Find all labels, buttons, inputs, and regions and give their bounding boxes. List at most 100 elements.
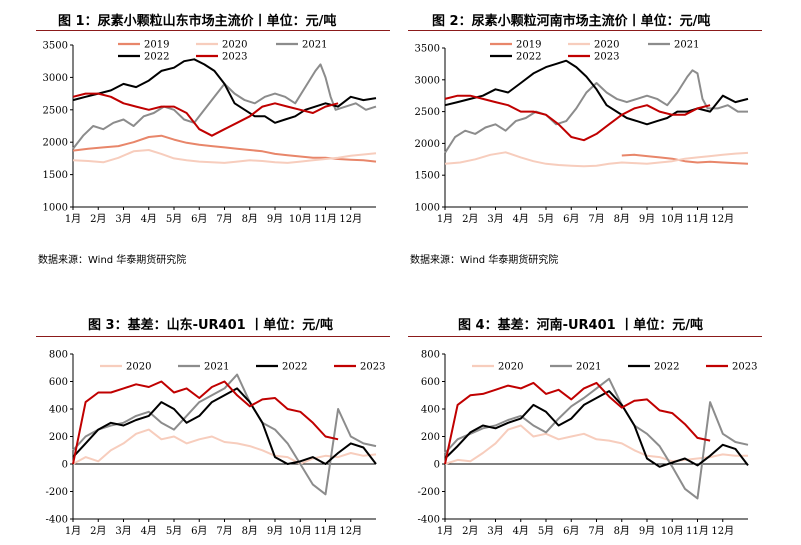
chart-4-legend-label-2021: 2021 bbox=[576, 362, 601, 373]
chart-4-series-2020-line bbox=[444, 424, 748, 465]
chart-1-series-2021-line bbox=[72, 63, 377, 150]
chart-3-ytick-label: 800 bbox=[49, 350, 68, 361]
chart-1-xtick-label: 2月 bbox=[90, 213, 106, 225]
chart-4-xtick-label: 2月 bbox=[462, 525, 478, 537]
chart-2-ytick-label: 1000 bbox=[415, 203, 440, 214]
chart-3-xtick-label: 8月 bbox=[242, 525, 258, 537]
chart-1-series-2020-line bbox=[72, 149, 377, 164]
chart-4-title: 图 4：基差：河南-UR401 丨单位：元/吨 bbox=[458, 318, 703, 333]
chart-2-xtick-label: 1月 bbox=[437, 213, 453, 225]
chart-2: 1000 1500 2000 2500 3000 3500 1月 2月 3月 4月 5月 6月 7月 8月… bbox=[415, 40, 749, 225]
chart-2-xtick-label: 7月 bbox=[588, 213, 604, 225]
chart-3-xtick-label: 12月 bbox=[339, 525, 362, 537]
chart-3-legend-label-2021: 2021 bbox=[204, 362, 229, 373]
chart-2-series-2023-line bbox=[444, 94, 711, 142]
chart-1-xtick-label: 5月 bbox=[166, 213, 182, 225]
chart-4-series-2022-line bbox=[444, 390, 749, 468]
chart-4-xtick-label: 9月 bbox=[639, 525, 655, 537]
chart-3-legend-label-2020: 2020 bbox=[126, 362, 151, 373]
chart-2-legend-label-2019: 2019 bbox=[516, 40, 541, 51]
chart-1-legend-label-2020: 2020 bbox=[222, 40, 247, 51]
chart-1-ytick-label: 3000 bbox=[43, 73, 68, 84]
chart-4-xtick-label: 4月 bbox=[513, 525, 529, 537]
chart-1-legend-label-2021: 2021 bbox=[302, 40, 327, 51]
chart-1-xtick-label: 4月 bbox=[141, 213, 157, 225]
chart-1-series-2023-line bbox=[72, 92, 339, 137]
chart-2-xtick-label: 8月 bbox=[614, 213, 630, 225]
chart-3-xtick-label: 6月 bbox=[191, 525, 207, 537]
chart-1-legend-label-2019: 2019 bbox=[144, 40, 169, 51]
chart-4-xtick-label: 7月 bbox=[588, 525, 604, 537]
chart-3-xtick-label: 3月 bbox=[115, 525, 131, 537]
chart-2-ytick-label: 3000 bbox=[415, 75, 440, 86]
chart-3-ytick-label: -200 bbox=[46, 487, 68, 498]
chart-3-legend-label-2023: 2023 bbox=[360, 362, 385, 373]
chart-2-ytick-label: 3500 bbox=[415, 44, 440, 55]
chart-2-xtick-label: 5月 bbox=[538, 213, 554, 225]
chart-3-ytick-label: 600 bbox=[49, 377, 68, 388]
chart-2-title-rule bbox=[408, 30, 762, 31]
chart-1-xtick-label: 10月 bbox=[289, 213, 312, 225]
chart-3-legend-label-2022: 2022 bbox=[282, 362, 307, 373]
chart-1-legend-label-2022: 2022 bbox=[144, 52, 169, 63]
chart-2-series-2020-line bbox=[444, 151, 749, 168]
chart-1-title-rule bbox=[36, 30, 390, 31]
chart-1-title: 图 1：尿素小颗粒山东市场主流价丨单位：元/吨 bbox=[58, 14, 337, 29]
chart-1-source: 数据来源：Wind 华泰期货研究院 bbox=[38, 255, 187, 266]
chart-2-source: 数据来源：Wind 华泰期货研究院 bbox=[410, 255, 559, 266]
chart-4-ytick-label: 800 bbox=[421, 350, 440, 361]
chart-1-ytick-label: 3500 bbox=[43, 41, 68, 52]
chart-3-series-2023-line bbox=[72, 380, 339, 465]
chart-4-ytick-label: 200 bbox=[421, 432, 440, 443]
chart-4-ytick-label: -400 bbox=[418, 515, 440, 526]
chart-3-ytick-label: -400 bbox=[46, 515, 68, 526]
chart-2-legend-label-2020: 2020 bbox=[594, 40, 619, 51]
chart-3-ytick-label: 200 bbox=[49, 432, 68, 443]
chart-4-ytick-label: 0 bbox=[434, 460, 440, 471]
chart-3-xtick-label: 2月 bbox=[90, 525, 106, 537]
chart-4-ytick-label: 600 bbox=[421, 377, 440, 388]
chart-4-xtick-label: 3月 bbox=[487, 525, 503, 537]
chart-2-legend-label-2021: 2021 bbox=[674, 40, 699, 51]
chart-2-xtick-label: 2月 bbox=[462, 213, 478, 225]
chart-2-series-2021-line bbox=[444, 69, 748, 154]
chart-4-xtick-label: 12月 bbox=[711, 525, 734, 537]
chart-1-series-2022-line bbox=[72, 58, 377, 124]
chart-2-series-2019-line bbox=[621, 153, 749, 165]
chart-1: 1000 1500 2000 2500 3000 3500 1月 2月 3月 4月 5月 6月 7月 8月… bbox=[43, 40, 377, 225]
chart-4-xtick-label: 11月 bbox=[686, 525, 709, 537]
chart-1-ytick-label: 1500 bbox=[43, 170, 68, 181]
chart-1-xtick-label: 1月 bbox=[65, 213, 81, 225]
chart-2-series-2022-line bbox=[444, 59, 749, 126]
chart-2-ytick-label: 2000 bbox=[415, 139, 440, 150]
chart-3-title: 图 3：基差：山东-UR401 丨单位：元/吨 bbox=[88, 318, 333, 333]
chart-1-xtick-label: 12月 bbox=[339, 213, 362, 225]
chart-4-xtick-label: 6月 bbox=[563, 525, 579, 537]
chart-3-xtick-label: 7月 bbox=[216, 525, 232, 537]
chart-3: -400 -200 0 200 400 600 800 1月 2月 3月 4月 5月 6月 7月 8月 9月 1… bbox=[46, 350, 386, 538]
chart-2-title: 图 2：尿素小颗粒河南市场主流价丨单位：元/吨 bbox=[432, 14, 711, 29]
chart-3-xtick-label: 10月 bbox=[289, 525, 312, 537]
chart-2-ytick-label: 2500 bbox=[415, 107, 440, 118]
chart-4-xtick-label: 10月 bbox=[661, 525, 684, 537]
chart-3-series-2020-line bbox=[72, 428, 377, 465]
chart-3-ytick-label: 400 bbox=[49, 405, 68, 416]
chart-3-xtick-label: 5月 bbox=[166, 525, 182, 537]
chart-3-ytick-label: 0 bbox=[62, 460, 68, 471]
chart-4-ytick-label: -200 bbox=[418, 487, 440, 498]
chart-1-ytick-label: 2500 bbox=[43, 105, 68, 116]
chart-4-series-2021-line bbox=[444, 377, 749, 500]
chart-4-xtick-label: 5月 bbox=[538, 525, 554, 537]
chart-3-xtick-label: 9月 bbox=[267, 525, 283, 537]
chart-3-series-2022-line bbox=[72, 387, 377, 465]
chart-2-xtick-label: 11月 bbox=[686, 213, 709, 225]
chart-1-legend-label-2023: 2023 bbox=[222, 52, 247, 63]
chart-2-xtick-label: 3月 bbox=[487, 213, 503, 225]
chart-1-xtick-label: 6月 bbox=[191, 213, 207, 225]
chart-3-title-rule bbox=[36, 336, 390, 337]
chart-4-xtick-label: 1月 bbox=[437, 525, 453, 537]
chart-4-legend-label-2023: 2023 bbox=[732, 362, 757, 373]
chart-1-ytick-label: 1000 bbox=[43, 203, 68, 214]
chart-2-xtick-label: 4月 bbox=[513, 213, 529, 225]
